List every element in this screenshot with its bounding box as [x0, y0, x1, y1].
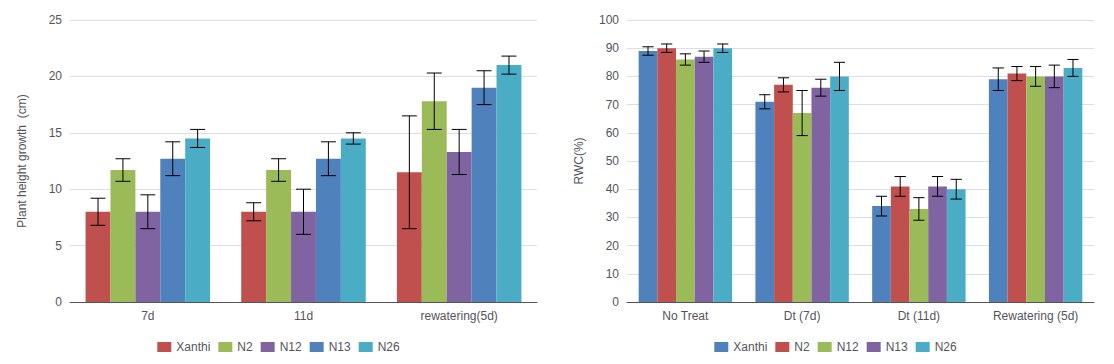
svg-text:Dt (7d): Dt (7d)	[784, 309, 821, 323]
svg-text:50: 50	[606, 154, 620, 168]
svg-text:N13: N13	[886, 340, 908, 354]
svg-text:N26: N26	[378, 340, 400, 354]
svg-text:20: 20	[49, 69, 63, 83]
svg-text:Xanthi: Xanthi	[176, 340, 210, 354]
svg-text:60: 60	[606, 126, 620, 140]
svg-text:N13: N13	[329, 340, 351, 354]
svg-text:No Treat: No Treat	[662, 309, 709, 323]
svg-text:10: 10	[49, 182, 63, 196]
svg-text:Plant height growth (cm): Plant height growth (cm)	[15, 94, 29, 227]
svg-text:7d: 7d	[141, 309, 154, 323]
svg-text:10: 10	[606, 267, 620, 281]
svg-text:Xanthi: Xanthi	[733, 340, 767, 354]
svg-text:0: 0	[55, 295, 62, 309]
svg-text:N26: N26	[935, 340, 957, 354]
svg-text:90: 90	[606, 41, 620, 55]
svg-text:40: 40	[606, 182, 620, 196]
svg-text:N12: N12	[280, 340, 302, 354]
svg-text:Dt (11d): Dt (11d)	[898, 309, 940, 323]
svg-text:N12: N12	[837, 340, 859, 354]
svg-text:Rewatering (5d): Rewatering (5d)	[993, 309, 1078, 323]
svg-text:100: 100	[599, 13, 619, 27]
svg-text:15: 15	[49, 126, 63, 140]
svg-text:80: 80	[606, 69, 620, 83]
svg-text:11d: 11d	[294, 309, 313, 323]
svg-text:30: 30	[606, 210, 620, 224]
svg-text:20: 20	[606, 239, 620, 253]
svg-text:N2: N2	[794, 340, 810, 354]
svg-text:5: 5	[55, 239, 62, 253]
svg-text:70: 70	[606, 98, 620, 112]
svg-text:rewatering(5d): rewatering(5d)	[420, 309, 497, 323]
svg-text:25: 25	[49, 13, 63, 27]
svg-text:0: 0	[612, 295, 619, 309]
svg-text:RWC(%): RWC(%)	[572, 137, 586, 184]
svg-text:N2: N2	[237, 340, 253, 354]
